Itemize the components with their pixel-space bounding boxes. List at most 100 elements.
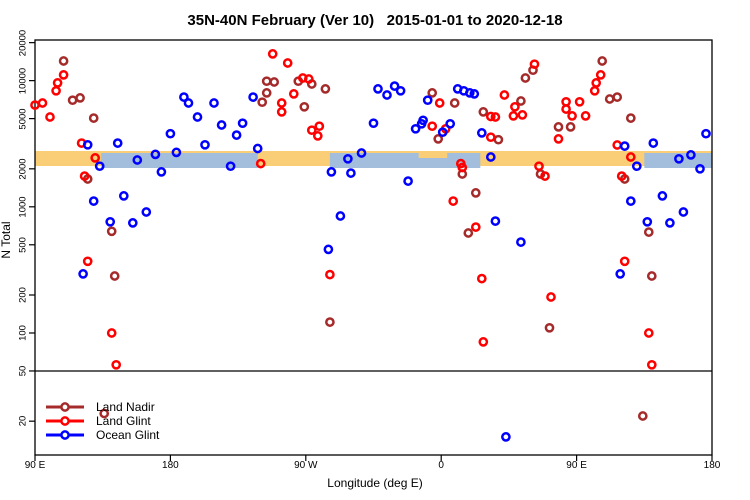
- axis-tick-marks: [29, 42, 713, 461]
- data-point: [410, 123, 421, 134]
- data-point: [150, 149, 161, 160]
- data-point: [449, 98, 460, 108]
- data-point: [261, 76, 272, 87]
- data-point: [179, 92, 189, 102]
- data-point: [615, 269, 626, 279]
- data-point: [625, 152, 636, 162]
- data-point: [612, 140, 623, 150]
- x-tick-label: 180: [703, 460, 721, 471]
- data-point: [631, 161, 642, 172]
- data-point: [485, 152, 496, 162]
- data-point: [422, 95, 433, 106]
- data-point: [373, 84, 383, 94]
- data-point: [646, 359, 657, 370]
- plot-border: [34, 39, 713, 456]
- sample-density-bands: [35, 151, 712, 168]
- data-point: [463, 228, 474, 238]
- data-point: [58, 70, 69, 80]
- data-point: [490, 216, 501, 226]
- data-point: [597, 56, 608, 66]
- data-point: [382, 90, 392, 100]
- data-point: [516, 96, 526, 106]
- data-point: [529, 59, 540, 70]
- data-point: [183, 98, 194, 108]
- legend-circle: [60, 416, 70, 426]
- data-point: [470, 222, 481, 232]
- data-points-layer: [30, 49, 711, 442]
- data-point: [335, 211, 346, 221]
- data-point: [30, 100, 40, 110]
- data-point: [678, 207, 689, 217]
- data-point: [209, 98, 219, 108]
- data-point: [276, 107, 287, 117]
- data-point: [368, 118, 379, 129]
- data-point: [403, 176, 413, 186]
- x-tick-label: 180: [162, 460, 179, 471]
- data-point: [75, 93, 85, 103]
- data-point: [346, 168, 356, 178]
- data-point: [457, 162, 468, 173]
- data-point: [88, 196, 99, 206]
- data-point: [427, 88, 438, 98]
- legend-item: Land Glint: [44, 414, 159, 428]
- y-tick-label: 10000: [17, 67, 29, 94]
- data-point: [79, 171, 90, 181]
- data-point: [464, 88, 475, 98]
- series-ocean-glint: [78, 81, 711, 442]
- data-point: [561, 104, 571, 114]
- chart-title: 35N-40N February (Ver 10) 2015-01-01 to …: [187, 12, 563, 29]
- data-point: [257, 97, 268, 108]
- data-point: [433, 134, 444, 144]
- data-point: [701, 128, 711, 139]
- data-point: [501, 432, 511, 442]
- legend-label: Ocean Glint: [96, 428, 160, 442]
- y-tick-label: 500: [17, 236, 29, 253]
- data-point: [118, 191, 129, 201]
- data-point: [427, 121, 438, 132]
- data-point: [591, 78, 602, 88]
- data-point: [325, 269, 335, 280]
- data-point: [517, 110, 528, 120]
- data-point: [520, 73, 531, 83]
- data-point: [395, 85, 406, 96]
- data-point: [616, 171, 627, 181]
- y-tick-label: 200: [17, 287, 29, 303]
- data-point: [82, 256, 93, 267]
- data-point: [445, 118, 456, 129]
- data-point: [674, 153, 684, 164]
- data-point: [171, 147, 182, 158]
- y-tick-label: 100: [17, 325, 29, 341]
- data-point: [493, 134, 504, 145]
- data-point: [82, 139, 93, 150]
- data-point: [132, 155, 143, 165]
- data-point: [516, 237, 526, 247]
- data-point: [299, 101, 310, 112]
- y-tick-label: 20: [17, 415, 29, 427]
- data-point: [612, 92, 623, 102]
- data-point: [625, 196, 636, 206]
- data-point: [314, 121, 325, 132]
- data-point: [58, 56, 69, 66]
- data-point: [255, 158, 266, 169]
- data-point: [267, 49, 278, 59]
- data-point: [643, 227, 654, 237]
- data-point: [469, 89, 480, 99]
- data-point: [437, 127, 448, 138]
- data-point: [326, 167, 337, 177]
- data-point: [343, 153, 353, 164]
- data-point: [231, 130, 242, 140]
- series-land-nadir: [58, 56, 657, 421]
- data-point: [356, 148, 367, 158]
- legend-marker-icon: [46, 416, 84, 426]
- data-point: [485, 132, 496, 143]
- data-point: [106, 226, 117, 237]
- data-point: [261, 88, 272, 98]
- data-point: [540, 171, 550, 181]
- data-point: [156, 167, 167, 177]
- legend-marker-icon: [46, 430, 84, 440]
- data-point: [320, 84, 331, 94]
- data-point: [252, 143, 263, 154]
- data-point: [434, 98, 445, 108]
- data-point: [192, 112, 203, 122]
